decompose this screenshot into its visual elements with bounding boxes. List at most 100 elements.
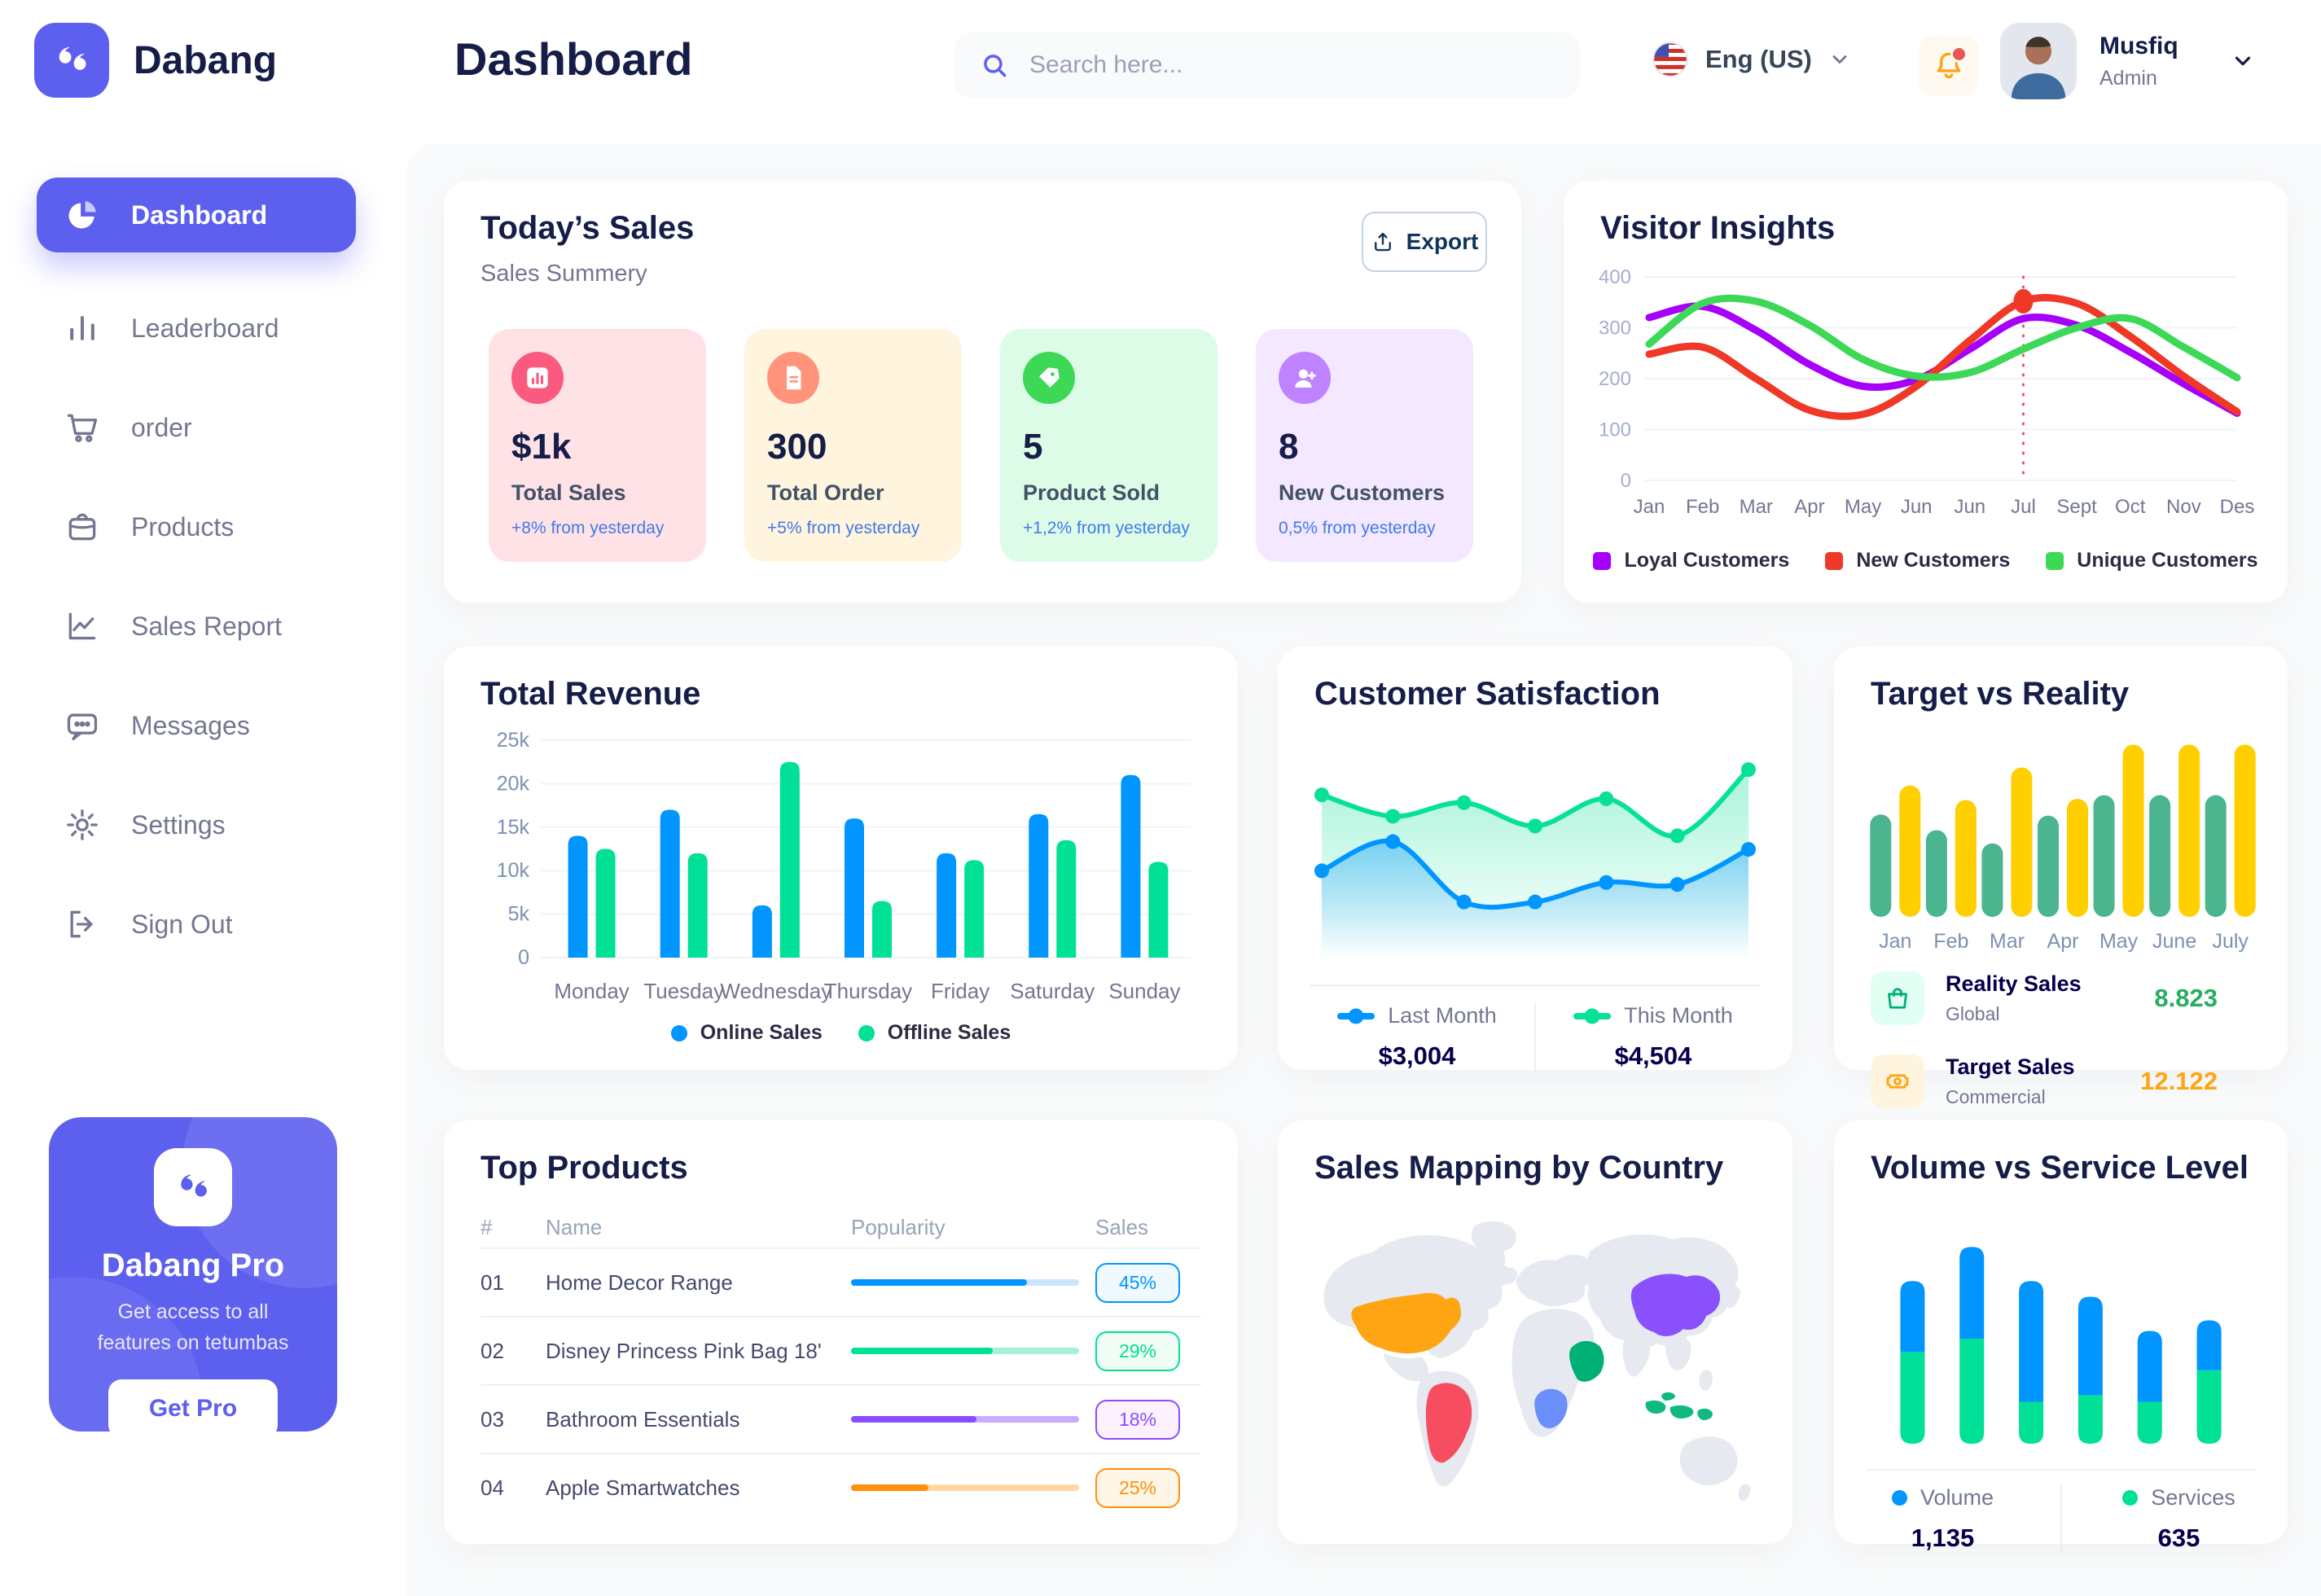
column-header: Sales [1095,1215,1149,1239]
sidebar-item-order[interactable]: order [37,378,356,477]
legend-item: Online Sales [670,1021,823,1045]
sidebar-item-label: Settings [131,809,226,840]
topbar: Dashboard Eng (US) Musfiq Admin [407,0,2321,143]
map-landmass [1679,1436,1738,1486]
legend-value: 12.122 [2140,1067,2218,1095]
stat-value: $1k [511,427,572,467]
sidebar-item-products[interactable]: Products [37,477,356,577]
stat-label: Total Sales [511,480,626,505]
svg-text:Apr: Apr [1794,496,1824,518]
svg-text:Mar: Mar [1740,496,1773,518]
language-selector[interactable]: Eng (US) [1652,41,1851,78]
column-header: Popularity [851,1215,946,1239]
svg-text:Feb: Feb [1686,496,1719,518]
stat-card-product-sold: 5 Product Sold +1,2% from yesterday [1000,329,1218,562]
stat-card-total-sales: $1k Total Sales +8% from yesterday [489,329,706,562]
notifications-button[interactable] [1919,36,1979,96]
svg-text:Feb: Feb [1933,930,1968,953]
legend-divider [2060,1485,2062,1554]
sidebar-item-settings[interactable]: Settings [37,775,356,875]
sidebar-nav: Dashboard Leaderboard order Products Sales R… [37,178,356,974]
legend-value: 635 [2157,1524,2200,1552]
map-country-united-states [1351,1293,1462,1354]
product-row: 03 Bathroom Essentials 18% [480,1384,1201,1453]
svg-text:25k: 25k [497,729,530,752]
stat-trend: +8% from yesterday [511,519,665,537]
sales-badge: 45% [1095,1262,1180,1303]
svg-text:0: 0 [518,946,529,969]
legend-sublabel: Commercial [1946,1086,2046,1107]
export-button[interactable]: Export [1362,212,1487,272]
column-header: # [480,1215,493,1239]
sales-badge: 29% [1095,1331,1180,1371]
stat-card-new-customers: 8 New Customers 0,5% from yesterday [1256,329,1473,562]
user-menu[interactable]: Musfiq Admin [2000,23,2255,99]
legend-dot [670,1024,687,1041]
legend-line-dot [1573,1008,1612,1024]
bar-chart-icon [64,310,100,346]
sidebar: Dabang Dashboard Leaderboard order Products… [0,0,407,1596]
sidebar-item-messages[interactable]: Messages [37,676,356,775]
stat-trend: +5% from yesterday [767,519,920,537]
product-row: 04 Apple Smartwatches 25% [480,1453,1201,1521]
sidebar-item-sign-out[interactable]: Sign Out [37,875,356,974]
sales-mapping-card: Sales Mapping by Country [1278,1120,1792,1544]
target-vs-reality-card: Target vs Reality Jan Feb Mar Apr May June Jul… [1834,647,2288,1108]
legend-label: New Customers [1856,549,2011,572]
legend-item: Target Sales Commercial 12.122 [1871,1044,2255,1119]
popularity-bar [851,1348,1079,1354]
search-box[interactable] [954,33,1580,98]
pro-description: Get access to all features on tetumbas [97,1300,289,1354]
world-map [1302,1202,1768,1528]
legend-label: Loyal Customers [1624,549,1790,572]
chevron-down-icon [2235,56,2250,66]
svg-text:Jan: Jan [1634,496,1665,518]
sidebar-item-label: Messages [131,710,250,740]
target-vs-reality-chart: Jan Feb Mar Apr May June July [1855,724,2266,956]
stat-card-total-order: 300 Total Order +5% from yesterday [744,329,962,562]
pro-logo-icon [154,1148,232,1226]
total-revenue-legend: Online Sales Offline Sales [444,1021,1238,1045]
sidebar-item-dashboard[interactable]: Dashboard [37,178,356,252]
legend-line-dot [1337,1008,1375,1024]
legend-dot [858,1024,875,1041]
svg-text:20k: 20k [497,772,530,795]
app-logo-icon[interactable] [34,23,109,98]
sidebar-item-sales-report[interactable]: Sales Report [37,577,356,676]
user-name: Musfiq [2099,32,2178,59]
map-country-dr-congo [1534,1388,1568,1428]
divider [1867,1469,2255,1471]
svg-text:Wednesday: Wednesday [720,979,831,1003]
legend-label: Offline Sales [887,1021,1011,1044]
sidebar-item-label: Sales Report [131,611,282,641]
product-name: Bathroom Essentials [546,1406,740,1432]
svg-text:June: June [2152,930,2196,953]
svg-text:10k: 10k [497,859,530,882]
svg-text:May: May [1845,496,1881,518]
us-flag-icon [1652,41,1689,78]
sidebar-item-label: order [131,412,192,442]
legend-label: Online Sales [700,1021,823,1044]
page-title: Dashboard [454,33,693,85]
pro-title: Dabang Pro [101,1247,285,1283]
svg-text:Jun: Jun [1954,496,1985,518]
svg-text:Jul: Jul [2011,496,2036,518]
legend-label: Target Sales [1946,1054,2075,1079]
map-landmass [1500,1267,1517,1284]
product-row: 01 Home Decor Range 45% [480,1247,1201,1316]
search-input[interactable] [1028,50,1580,80]
column-header: Name [546,1215,603,1239]
target-vs-reality-legend: Reality Sales Global 8.823 Target Sales Comm… [1871,961,2255,1127]
sidebar-item-leaderboard[interactable]: Leaderboard [37,278,356,378]
sales-mapping-title: Sales Mapping by Country [1314,1150,1724,1186]
legend-item: Volume 1,135 [1862,1485,2025,1553]
map-country-saudi-arabia [1569,1340,1604,1382]
legend-item: Last Month $3,004 [1336,1003,1498,1071]
svg-text:100: 100 [1599,419,1631,441]
map-landmass [1516,1254,1595,1307]
product-rank: 04 [480,1475,504,1500]
get-pro-button[interactable]: Get Pro [108,1379,278,1432]
top-products-rows: 01 Home Decor Range 45% 02 Disney Princess P… [480,1247,1201,1521]
visitor-insights-title: Visitor Insights [1600,210,1836,246]
visitor-insights-legend: Loyal Customers New Customers Unique Custo… [1564,549,2288,572]
